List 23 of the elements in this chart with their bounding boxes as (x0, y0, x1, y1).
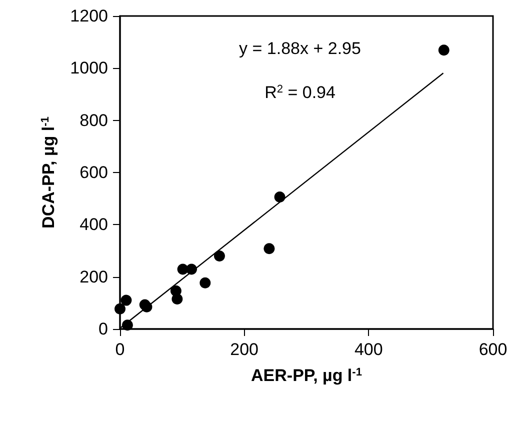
x-tick-label: 400 (354, 340, 383, 359)
y-tick-label: 200 (80, 267, 108, 286)
point (114, 303, 126, 314)
point (120, 294, 132, 306)
point (438, 44, 450, 56)
y-tick-label: 400 (80, 215, 108, 234)
y-tick-label: 800 (80, 110, 108, 130)
annotation: y = 1.88x + 2.95 (239, 39, 361, 58)
point (214, 250, 225, 262)
x-tick-label: 200 (230, 340, 259, 359)
point (186, 264, 197, 275)
point (264, 243, 275, 254)
y-axis-title: DCA-PP, µg l-1 (38, 116, 58, 228)
y-tick-label: 1200 (70, 6, 108, 26)
y-tick-label: 600 (80, 163, 108, 182)
point (274, 192, 286, 203)
point (200, 277, 211, 288)
point (172, 294, 183, 304)
x-tick-label: 600 (478, 340, 508, 359)
x-tick-label: 0 (115, 340, 125, 359)
y-tick-label: 0 (98, 320, 108, 338)
point (122, 320, 133, 331)
y-tick-label: 1000 (70, 58, 108, 78)
